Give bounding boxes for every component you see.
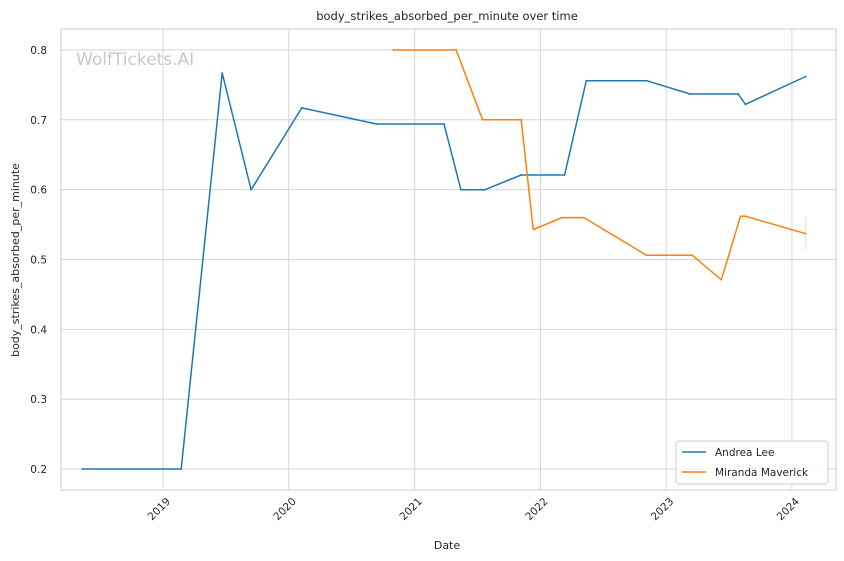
y-axis: 0.2 0.3 0.4 0.5 0.6 0.7 0.8 [30,45,47,476]
data-point-andrea-lee-6 [443,123,445,125]
y-tick-label: 0.5 [30,255,47,267]
y-tick-label: 0.3 [30,394,47,406]
data-point-andrea-lee-0 [81,468,84,470]
data-point-miranda-maverick-4 [532,228,535,231]
y-tick-label: 0.4 [30,324,47,336]
chart-title: body_strikes_absorbed_per_minute over ti… [316,9,578,23]
y-tick-label: 0.8 [30,45,47,57]
data-point-miranda-maverick-6 [582,216,585,219]
legend: Andrea Lee Miranda Maverick [675,440,829,485]
data-point-andrea-lee-8 [484,188,486,191]
data-point-miranda-maverick-0 [392,49,395,51]
data-point-miranda-maverick-2 [481,118,484,121]
data-point-miranda-maverick-12 [804,232,807,235]
watermark-text: WolfTickets.AI [76,50,194,70]
data-point-andrea-lee-5 [375,123,378,125]
data-point-andrea-lee-14 [737,93,740,95]
data-point-andrea-lee-15 [744,103,747,106]
data-point-andrea-lee-13 [689,93,691,95]
plot-frame [60,28,837,491]
y-tick-label: 0.7 [30,115,47,127]
data-point-andrea-lee-2 [221,72,224,74]
data-point-andrea-lee-11 [585,79,588,82]
y-tick-label: 0.6 [30,185,47,197]
data-point-andrea-lee-4 [300,107,303,109]
data-point-andrea-lee-1 [180,468,183,470]
legend-label-andrea-lee: Andrea Lee [715,447,774,459]
data-point-miranda-maverick-10 [739,215,742,218]
data-point-miranda-maverick-7 [645,254,648,257]
data-point-miranda-maverick-9 [720,278,723,281]
y-axis-label: body_strikes_absorbed_per_minute [9,163,22,357]
data-point-miranda-maverick-8 [691,254,694,257]
data-point-andrea-lee-16 [804,75,807,78]
data-point-andrea-lee-10 [563,174,566,176]
data-point-miranda-maverick-5 [561,216,564,219]
data-point-miranda-maverick-11 [744,215,747,218]
data-point-andrea-lee-3 [250,188,253,191]
x-axis-label: Date [434,539,461,552]
data-point-andrea-lee-9 [520,174,523,176]
legend-box [675,440,829,485]
series-layer [81,49,807,470]
data-point-andrea-lee-7 [460,188,462,191]
data-point-andrea-lee-12 [645,79,648,82]
y-tick-label: 0.2 [30,464,47,476]
legend-label-miranda-maverick: Miranda Maverick [715,467,809,479]
data-point-miranda-maverick-3 [520,118,523,121]
data-point-miranda-maverick-1 [455,49,457,51]
